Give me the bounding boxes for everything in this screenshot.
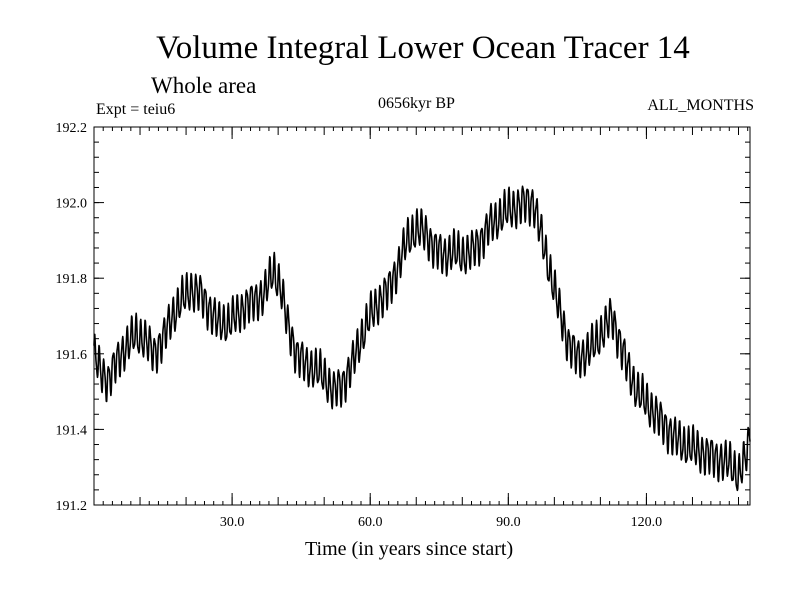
experiment-label: Expt = teiu6 — [96, 101, 176, 118]
y-tick-label: 192.0 — [56, 197, 88, 212]
y-tick-label: 192.2 — [56, 121, 88, 136]
plot-frame — [93, 126, 751, 506]
chart-subtitle: Whole area — [151, 73, 257, 98]
x-tick-label: 120.0 — [631, 515, 663, 530]
x-tick-label: 60.0 — [358, 515, 383, 530]
x-axis-label: Time (in years since start) — [305, 538, 514, 560]
series-line — [93, 185, 751, 492]
months-label: ALL_MONTHS — [647, 97, 754, 114]
y-tick-label: 191.6 — [56, 348, 88, 363]
period-label: 0656kyr BP — [378, 95, 455, 112]
y-tick-label: 191.2 — [56, 499, 88, 514]
axis-tick-labels: 30.0 60.0 90.0 120.0 191.2 191.4 191.6 191.8 192… — [56, 121, 663, 530]
axis-ticks — [94, 126, 750, 506]
y-tick-label: 191.4 — [56, 423, 88, 438]
y-tick-label: 191.8 — [56, 272, 88, 287]
x-tick-label: 90.0 — [496, 515, 521, 530]
x-tick-label: 30.0 — [220, 515, 245, 530]
chart-title: Volume Integral Lower Ocean Tracer 14 — [156, 30, 690, 66]
